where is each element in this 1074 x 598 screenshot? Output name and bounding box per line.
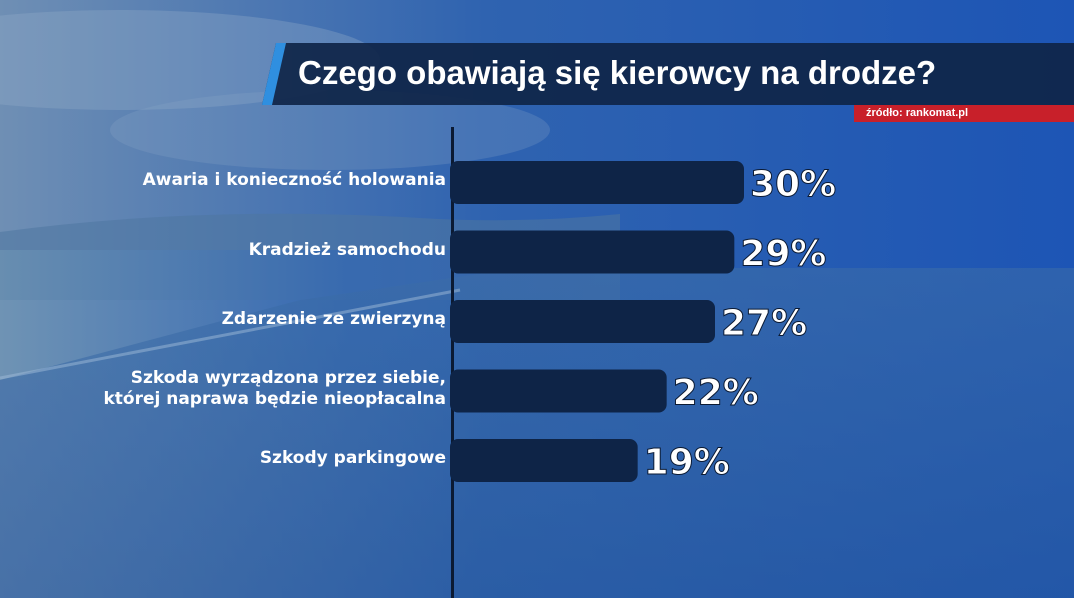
- title-bar: [262, 43, 1074, 105]
- category-label-2: Kradzież samochodu: [248, 239, 446, 260]
- bar-3: [450, 300, 715, 343]
- chart-axis: [451, 127, 454, 598]
- value-label-4: 22%: [673, 373, 759, 414]
- value-label-1: 30%: [750, 164, 836, 205]
- value-label-2: 29%: [740, 234, 826, 275]
- category-label-1: Awaria i konieczność holowania: [142, 170, 446, 190]
- bar-5: [450, 439, 638, 482]
- category-label-3: Zdarzenie ze zwierzyną: [221, 309, 446, 329]
- bar-4: [450, 369, 667, 413]
- page-title: Czego obawiają się kierowcy na drodze?: [298, 54, 937, 91]
- value-label-3: 27%: [721, 303, 807, 344]
- value-label-5: 19%: [644, 442, 730, 483]
- bar-2: [450, 230, 735, 274]
- source-label: źródło: rankomat.pl: [854, 105, 1074, 122]
- category-label-5: Szkody parkingowe: [259, 448, 446, 468]
- bar-1: [450, 161, 744, 204]
- category-label-4: Szkoda wyrządzona przez siebie, której na…: [103, 368, 446, 409]
